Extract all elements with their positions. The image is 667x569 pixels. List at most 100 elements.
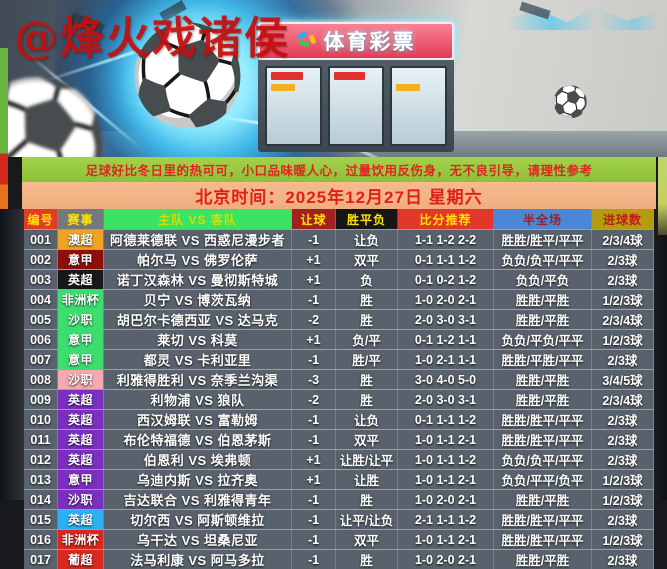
storefront-windows [258, 60, 454, 152]
score-pick-cell: 1-1 1-2 2-2 [398, 230, 494, 249]
table-row: 014 沙职 吉达联合 VS 利雅得青年 -1 胜 1-0 2-0 2-1 胜胜/平胜 1/2… [24, 489, 654, 509]
league-badge-label: 沙职 [58, 310, 103, 329]
table-row: 015 英超 切尔西 VS 阿斯顿维拉 -1 让平/让负 2-1 1-1 1-2 胜胜/胜平… [24, 509, 654, 529]
wdl-pick-cell: 让平/让负 [336, 510, 398, 529]
match-number: 008 [24, 370, 58, 389]
goals-pick-cell: 2/3球 [592, 350, 654, 369]
league-badge-label: 意甲 [58, 470, 103, 489]
score-pick-cell: 2-0 3-0 3-1 [398, 310, 494, 329]
table-row: 004 非洲杯 贝宁 VS 博茨瓦纳 -1 胜 1-0 2-0 2-1 胜胜/平胜 1/2/3… [24, 289, 654, 309]
hero-banner-image: ⚽ ⚽ 体育彩票 ⚽ ⚽ [0, 0, 667, 157]
teams-cell: 伯恩利 VS 埃弗顿 [104, 450, 292, 469]
score-pick-cell: 1-0 2-0 2-1 [398, 290, 494, 309]
half-full-pick-cell: 胜胜/平胜 [494, 390, 592, 409]
teams-cell: 西汉姆联 VS 富勒姆 [104, 410, 292, 429]
league-badge-label: 英超 [58, 270, 103, 289]
lottery-logo-icon [295, 30, 317, 51]
table-row: 005 沙职 胡巴尔卡德西亚 VS 达马克 -2 胜 2-0 3-0 3-1 胜胜/平胜 2/… [24, 309, 654, 329]
score-pick-cell: 0-1 0-2 1-2 [398, 270, 494, 289]
teams-cell: 乌迪内斯 VS 拉齐奥 [104, 470, 292, 489]
league-badge-label: 意甲 [58, 350, 103, 369]
notice-text: 足球好比冬日里的热可可，小口品味暖人心，过量饮用反伤身，无不良引导，请理性参考 [85, 164, 593, 178]
handicap-cell: -3 [292, 370, 336, 389]
match-number: 004 [24, 290, 58, 309]
column-header: 胜平负 [336, 209, 398, 229]
table-row: 009 英超 利物浦 VS 狼队 -2 胜 2-0 3-0 3-1 胜胜/平胜 2/3/4球 [24, 389, 654, 409]
league-badge: 英超 [58, 270, 104, 289]
half-full-pick-cell: 胜胜/平胜/平平 [494, 350, 592, 369]
match-number: 017 [24, 550, 58, 569]
teams-cell: 法马利康 VS 阿马多拉 [104, 550, 292, 569]
goals-pick-cell: 2/3/4球 [592, 230, 654, 249]
wdl-pick-cell: 让胜 [336, 470, 398, 489]
league-badge-label: 英超 [58, 410, 103, 429]
score-pick-cell: 0-1 1-2 1-1 [398, 330, 494, 349]
goals-pick-cell: 2/3球 [592, 250, 654, 269]
teams-cell: 利物浦 VS 狼队 [104, 390, 292, 409]
match-number: 010 [24, 410, 58, 429]
match-number: 007 [24, 350, 58, 369]
table-row: 008 沙职 利雅得胜利 VS 奈季兰沟渠 -3 胜 3-0 4-0 5-0 胜胜/平胜 3/… [24, 369, 654, 389]
score-pick-cell: 2-0 3-0 3-1 [398, 390, 494, 409]
league-badge: 葡超 [58, 550, 104, 569]
league-badge-label: 沙职 [58, 370, 103, 389]
table-row: 007 意甲 都灵 VS 卡利亚里 -1 胜/平 1-0 2-1 1-1 胜胜/平胜/平平 2… [24, 349, 654, 369]
goals-pick-cell: 1/2/3球 [592, 330, 654, 349]
table-row: 002 意甲 帕尔马 VS 佛罗伦萨 +1 双平 0-1 1-1 1-2 负负/负平/平平 2… [24, 249, 654, 269]
match-number: 005 [24, 310, 58, 329]
match-number: 016 [24, 530, 58, 549]
soccer-ball-icon: ⚽ [0, 76, 112, 157]
half-full-pick-cell: 胜胜/平胜 [494, 370, 592, 389]
league-badge: 澳超 [58, 230, 104, 249]
match-table: 编号 赛事 主队 VS 客队 让球 胜平负 比分推荐 半全场 进球数 001 澳超 阿德莱德联 V… [0, 209, 667, 569]
score-pick-cell: 1-0 1-1 2-1 [398, 470, 494, 489]
wdl-pick-cell: 让负 [336, 410, 398, 429]
half-full-pick-cell: 负负/平负 [494, 270, 592, 289]
match-number: 009 [24, 390, 58, 409]
wdl-pick-cell: 双平 [336, 430, 398, 449]
teams-cell: 布伦特福德 VS 伯恩茅斯 [104, 430, 292, 449]
handicap-cell: +1 [292, 470, 336, 489]
match-number: 012 [24, 450, 58, 469]
half-full-pick-cell: 胜胜/平胜 [494, 290, 592, 309]
half-full-pick-cell: 胜胜/胜平/平平 [494, 230, 592, 249]
teams-cell: 贝宁 VS 博茨瓦纳 [104, 290, 292, 309]
league-badge-label: 意甲 [58, 250, 103, 269]
goals-pick-cell: 1/2/3球 [592, 290, 654, 309]
league-badge-label: 英超 [58, 390, 103, 409]
teams-cell: 乌干达 VS 坦桑尼亚 [104, 530, 292, 549]
column-header: 主队 VS 客队 [104, 209, 292, 229]
goals-pick-cell: 1/2/3球 [592, 530, 654, 549]
teams-cell: 利雅得胜利 VS 奈季兰沟渠 [104, 370, 292, 389]
half-full-pick-cell: 负负/平平/负平 [494, 470, 592, 489]
datetime-banner: 北京时间：2025年12月27日 星期六 [22, 182, 656, 209]
handicap-cell: +1 [292, 270, 336, 289]
lottery-storefront: 体育彩票 [258, 22, 454, 157]
score-pick-cell: 1-0 1-1 2-1 [398, 430, 494, 449]
league-badge: 意甲 [58, 350, 104, 369]
league-badge: 意甲 [58, 330, 104, 349]
league-badge-label: 意甲 [58, 330, 103, 349]
half-full-pick-cell: 胜胜/平胜 [494, 310, 592, 329]
soccer-ball-icon: ⚽ [551, 86, 589, 119]
wdl-pick-cell: 胜 [336, 550, 398, 569]
league-badge-label: 英超 [58, 430, 103, 449]
handicap-cell: -1 [292, 350, 336, 369]
goals-pick-cell: 1/2/3球 [592, 470, 654, 489]
watermark-text: @烽火戏诸侯 [14, 13, 290, 64]
score-pick-cell: 1-0 2-1 1-1 [398, 350, 494, 369]
right-edge-glow [658, 157, 667, 235]
league-badge: 沙职 [58, 310, 104, 329]
table-row: 006 意甲 莱切 VS 科莫 +1 负/平 0-1 1-2 1-1 负负/平负/平平 1/2… [24, 329, 654, 349]
wdl-pick-cell: 胜 [336, 370, 398, 389]
goals-pick-cell: 2/3/4球 [592, 310, 654, 329]
half-full-pick-cell: 胜胜/平胜 [494, 550, 592, 569]
wdl-pick-cell: 让胜/让平 [336, 450, 398, 469]
datetime-text: 北京时间：2025年12月27日 星期六 [195, 188, 483, 207]
table-row: 012 英超 伯恩利 VS 埃弗顿 +1 让胜/让平 1-0 1-1 1-2 负负/负平/平… [24, 449, 654, 469]
league-badge-label: 非洲杯 [58, 290, 103, 309]
half-full-pick-cell: 胜胜/胜平/平平 [494, 410, 592, 429]
teams-cell: 帕尔马 VS 佛罗伦萨 [104, 250, 292, 269]
goals-pick-cell: 2/3球 [592, 270, 654, 289]
score-pick-cell: 1-0 2-0 2-1 [398, 550, 494, 569]
